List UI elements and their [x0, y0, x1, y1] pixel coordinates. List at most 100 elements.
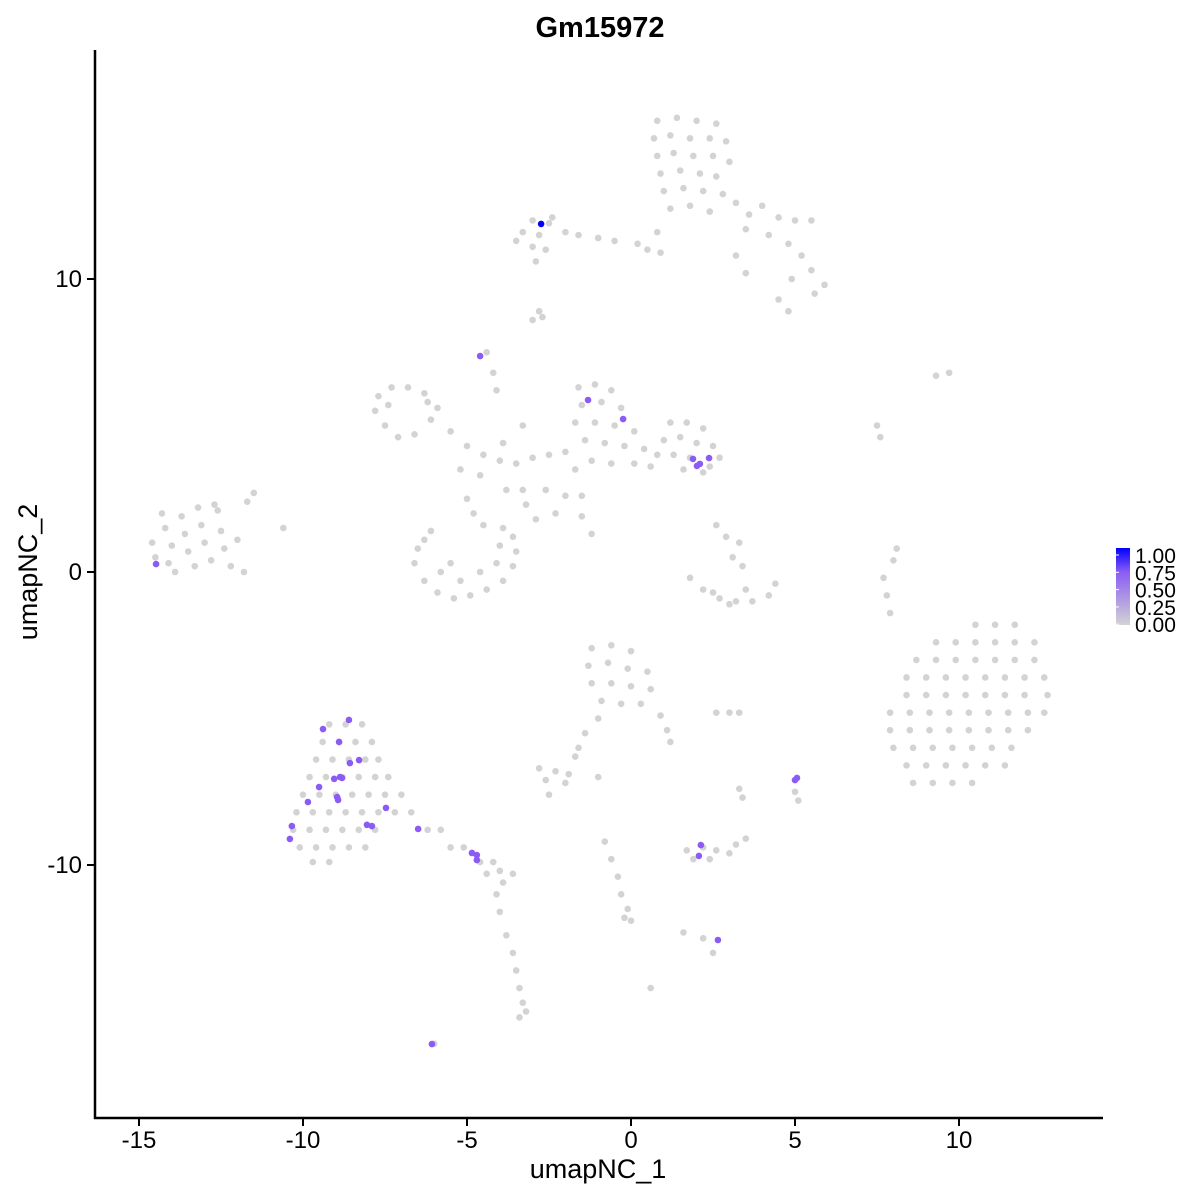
- legend-label: 0.75: [1135, 562, 1176, 585]
- cell-point: [798, 252, 805, 259]
- cell-point: [647, 685, 654, 693]
- cell-point: [909, 744, 917, 752]
- cell-point: [732, 252, 740, 259]
- cell-point: [545, 791, 553, 798]
- cell-point: [499, 577, 507, 585]
- cell-point: [903, 691, 910, 699]
- cell-point: [509, 533, 517, 541]
- cell-point: [1011, 656, 1019, 664]
- cell-point: [608, 680, 615, 687]
- cell-point: [483, 348, 490, 356]
- cell-point: [342, 808, 349, 816]
- cell-point: [581, 729, 589, 737]
- points-layer: [148, 114, 1051, 1048]
- cell-point: [880, 574, 887, 582]
- cell-point: [522, 1008, 530, 1015]
- cell-point: [594, 715, 602, 722]
- cell-point: [437, 826, 445, 834]
- cell-point: [158, 510, 166, 517]
- cell-point: [981, 691, 989, 699]
- cell-point: [699, 469, 707, 476]
- cell-point: [322, 826, 330, 834]
- cell-point: [165, 559, 172, 567]
- cell-point: [657, 712, 664, 719]
- cell-point: [424, 398, 431, 406]
- cell-point: [765, 231, 773, 239]
- cell-point: [1001, 762, 1009, 769]
- cell-point: [493, 559, 500, 567]
- expressing-cell-point: [537, 220, 545, 228]
- cell-point: [952, 656, 960, 664]
- cell-point: [942, 762, 950, 769]
- cell-point: [348, 791, 356, 798]
- cell-point: [512, 967, 520, 974]
- cell-point: [496, 457, 504, 464]
- cell-point: [496, 908, 504, 916]
- expressing-cell-point: [363, 821, 371, 829]
- cell-point: [699, 586, 707, 593]
- cell-point: [375, 808, 382, 816]
- cell-point: [742, 586, 750, 593]
- cell-point: [312, 756, 320, 763]
- cell-point: [306, 826, 313, 834]
- cell-point: [509, 949, 517, 957]
- cell-point: [945, 709, 953, 716]
- cell-point: [726, 709, 733, 716]
- cell-point: [991, 656, 999, 664]
- cell-point: [539, 313, 546, 321]
- cell-point: [653, 228, 661, 236]
- cell-point: [716, 595, 723, 602]
- cell-point: [532, 258, 540, 265]
- cell-point: [611, 237, 618, 245]
- cell-point: [1031, 656, 1038, 664]
- cell-point: [470, 510, 477, 517]
- cell-point: [945, 726, 953, 734]
- cell-point: [732, 598, 740, 605]
- cell-point: [712, 521, 720, 529]
- cell-point: [437, 568, 445, 576]
- cell-point: [171, 568, 179, 576]
- cell-point: [1001, 674, 1009, 681]
- cell-point: [519, 999, 527, 1007]
- cell-point: [516, 984, 523, 992]
- cell-point: [411, 559, 418, 567]
- cell-point: [529, 316, 536, 324]
- cell-point: [545, 451, 553, 459]
- color-legend: 1.000.750.500.250.00: [1116, 545, 1176, 637]
- cell-point: [480, 451, 487, 459]
- cell-point: [355, 826, 363, 834]
- cell-point: [903, 674, 910, 681]
- cell-point: [384, 773, 392, 781]
- cell-point: [368, 738, 376, 746]
- cell-point: [968, 744, 976, 752]
- cell-point: [1024, 709, 1032, 716]
- cell-point: [191, 562, 199, 570]
- cell-point: [594, 234, 602, 242]
- cell-point: [358, 721, 366, 728]
- expressing-cell-point: [473, 851, 481, 859]
- x-axis-ticks: -15 -10 -5 0 5 10: [122, 1118, 972, 1154]
- cell-point: [434, 589, 441, 596]
- cell-point: [673, 114, 681, 122]
- cell-point: [676, 167, 684, 174]
- cell-point: [922, 674, 930, 681]
- cell-point: [562, 228, 569, 236]
- cell-point: [886, 609, 894, 617]
- cell-point: [447, 844, 454, 851]
- cell-point: [709, 442, 717, 450]
- cell-point: [414, 545, 422, 552]
- expressing-cell-point: [152, 560, 160, 568]
- cell-point: [198, 521, 205, 529]
- cell-point: [680, 929, 687, 936]
- cell-point: [1044, 691, 1051, 699]
- cell-point: [890, 556, 897, 564]
- cell-point: [529, 454, 536, 462]
- expressing-cell-point: [330, 775, 338, 783]
- legend-label: 1.00: [1135, 545, 1176, 568]
- cell-point: [749, 598, 756, 605]
- cell-point: [394, 433, 402, 441]
- cell-point: [883, 592, 891, 599]
- cell-point: [775, 296, 782, 303]
- cell-point: [699, 425, 707, 432]
- cell-point: [1031, 639, 1038, 646]
